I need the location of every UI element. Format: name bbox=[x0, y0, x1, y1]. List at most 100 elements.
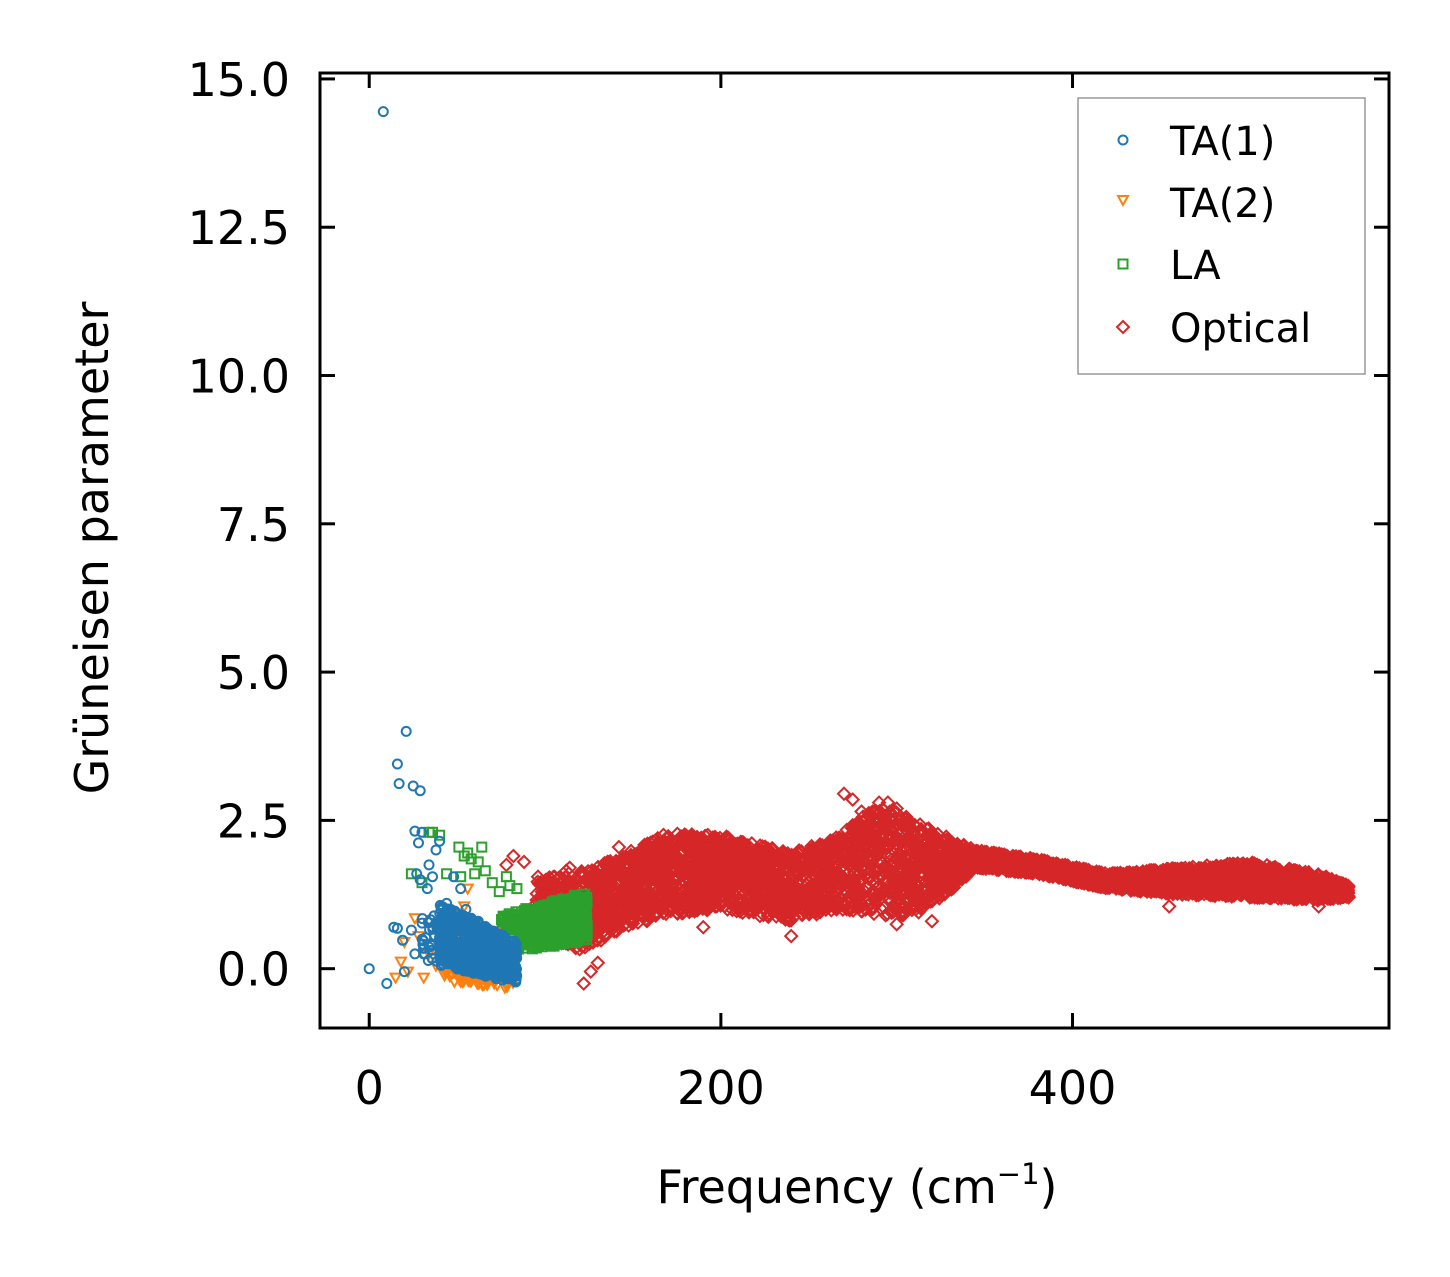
data-point-optical bbox=[677, 899, 693, 915]
data-point-optical bbox=[1037, 855, 1053, 871]
data-point-optical bbox=[833, 834, 849, 850]
data-point-optical bbox=[1299, 873, 1315, 888]
data-point-optical bbox=[656, 827, 671, 843]
data-point-optical bbox=[1218, 878, 1234, 894]
data-point-optical bbox=[854, 888, 870, 904]
data-point-optical bbox=[626, 906, 641, 922]
data-point-optical bbox=[655, 905, 671, 921]
data-point-optical bbox=[903, 882, 919, 898]
data-point-optical bbox=[859, 838, 874, 854]
data-point-optical bbox=[786, 871, 802, 886]
data-point-optical bbox=[945, 835, 961, 851]
data-point-optical bbox=[853, 873, 868, 889]
data-point-optical bbox=[606, 924, 622, 939]
data-point-optical bbox=[1024, 851, 1040, 867]
data-point-optical bbox=[594, 891, 609, 906]
data-point-optical bbox=[869, 849, 884, 865]
data-point-optical bbox=[1293, 881, 1309, 897]
data-point-optical bbox=[669, 826, 685, 842]
data-point-optical bbox=[687, 879, 703, 895]
data-point-optical bbox=[750, 852, 766, 868]
data-point-optical bbox=[784, 879, 800, 895]
data-point-optical bbox=[793, 852, 808, 868]
data-point-optical bbox=[780, 852, 796, 868]
data-point-optical bbox=[884, 885, 900, 901]
data-point-optical bbox=[658, 872, 674, 888]
data-point-optical bbox=[1171, 880, 1187, 896]
data-point-optical bbox=[878, 859, 894, 875]
data-point-optical bbox=[757, 856, 773, 872]
data-point-optical bbox=[699, 873, 715, 889]
data-point-optical bbox=[1249, 890, 1265, 906]
data-point-optical bbox=[640, 884, 656, 900]
data-point-optical bbox=[788, 894, 804, 910]
data-point-optical bbox=[856, 863, 872, 879]
data-point-optical bbox=[639, 913, 655, 929]
data-point-optical bbox=[730, 899, 746, 915]
data-point-optical bbox=[1315, 871, 1331, 886]
data-point-optical bbox=[850, 874, 866, 890]
data-point-optical bbox=[883, 821, 899, 837]
data-point-optical bbox=[700, 827, 716, 843]
data-point-optical bbox=[678, 869, 694, 885]
data-point-optical bbox=[894, 898, 909, 914]
data-point-optical bbox=[644, 854, 660, 870]
data-point-optical bbox=[669, 878, 685, 894]
data-point-optical bbox=[885, 904, 901, 920]
data-point-optical bbox=[644, 896, 660, 912]
data-point-optical bbox=[935, 843, 951, 859]
data-point-optical bbox=[768, 908, 784, 924]
data-point-optical bbox=[945, 862, 960, 878]
data-point-optical bbox=[811, 877, 827, 893]
data-point-optical bbox=[890, 875, 906, 891]
data-point-optical bbox=[757, 839, 773, 855]
data-point-optical bbox=[915, 888, 931, 904]
data-point-optical bbox=[843, 899, 859, 915]
data-point-optical bbox=[1294, 888, 1310, 904]
data-point-optical bbox=[883, 836, 899, 852]
data-point-optical bbox=[865, 883, 881, 899]
data-point-optical bbox=[613, 914, 629, 929]
data-point-optical bbox=[869, 889, 885, 905]
data-point-optical bbox=[708, 854, 723, 870]
data-point-optical bbox=[593, 895, 609, 911]
data-point-optical bbox=[643, 866, 659, 882]
data-point-optical bbox=[670, 906, 685, 922]
data-point-optical bbox=[743, 844, 759, 860]
data-point-optical bbox=[827, 854, 843, 870]
data-point-optical bbox=[898, 831, 914, 847]
data-point-optical bbox=[898, 827, 914, 843]
data-point-optical bbox=[624, 913, 640, 929]
data-point-optical bbox=[656, 865, 672, 881]
data-point-optical bbox=[911, 825, 926, 841]
data-point-optical bbox=[617, 916, 633, 932]
data-point-optical bbox=[897, 848, 913, 864]
data-point-optical bbox=[790, 868, 806, 884]
data-point-optical bbox=[801, 897, 817, 913]
data-point-optical bbox=[699, 892, 715, 908]
data-point-optical bbox=[915, 825, 931, 841]
data-point-optical bbox=[866, 906, 882, 922]
data-point-optical bbox=[697, 828, 713, 844]
data-point-optical bbox=[622, 869, 638, 885]
series-optical bbox=[498, 786, 1356, 991]
data-point-optical bbox=[832, 831, 848, 847]
data-point-optical bbox=[616, 902, 631, 918]
data-point-optical bbox=[1175, 874, 1191, 890]
data-point-optical bbox=[750, 847, 766, 863]
data-point-optical bbox=[851, 887, 867, 903]
data-point-optical bbox=[715, 866, 731, 881]
data-point-optical bbox=[839, 854, 855, 869]
data-point-optical bbox=[764, 840, 780, 856]
data-point-optical bbox=[663, 902, 679, 917]
data-point-optical bbox=[946, 880, 961, 896]
data-point-optical bbox=[891, 813, 907, 829]
data-point-optical bbox=[724, 902, 740, 918]
data-point-optical bbox=[844, 854, 860, 870]
data-point-optical bbox=[846, 864, 862, 880]
data-point-optical bbox=[1218, 882, 1233, 898]
data-point-optical bbox=[901, 828, 917, 844]
data-point-optical bbox=[665, 875, 680, 891]
data-point-optical bbox=[794, 907, 810, 923]
